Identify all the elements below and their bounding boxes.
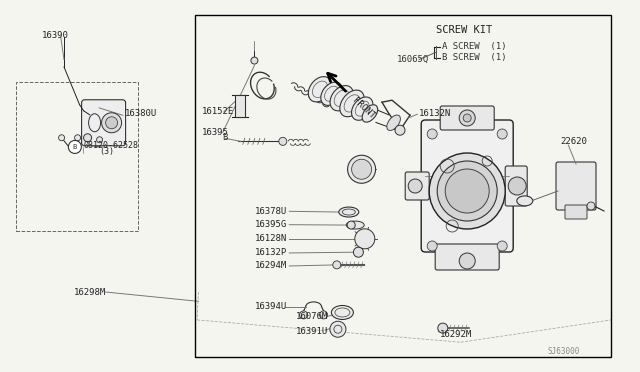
Circle shape <box>351 159 372 179</box>
FancyBboxPatch shape <box>405 172 429 200</box>
Circle shape <box>459 253 475 269</box>
Text: B SCREW  (1): B SCREW (1) <box>442 53 507 62</box>
Text: B: B <box>222 133 227 142</box>
Ellipse shape <box>340 90 364 117</box>
Circle shape <box>279 137 287 145</box>
Text: SJ63000: SJ63000 <box>547 347 580 356</box>
Text: 16391U: 16391U <box>296 327 328 336</box>
FancyBboxPatch shape <box>556 162 596 210</box>
Text: 16395: 16395 <box>202 128 228 137</box>
FancyBboxPatch shape <box>421 120 513 252</box>
FancyBboxPatch shape <box>440 106 494 130</box>
Text: (3): (3) <box>99 147 114 156</box>
FancyBboxPatch shape <box>435 244 499 270</box>
Circle shape <box>348 155 376 183</box>
Circle shape <box>395 125 405 135</box>
Text: B: B <box>73 144 77 150</box>
Text: 16076M: 16076M <box>296 312 328 321</box>
Circle shape <box>355 229 375 249</box>
Circle shape <box>445 169 489 213</box>
Text: 16394U: 16394U <box>255 302 287 311</box>
Text: 22620: 22620 <box>560 137 587 146</box>
Ellipse shape <box>308 77 332 102</box>
Circle shape <box>319 311 328 319</box>
Ellipse shape <box>321 82 342 105</box>
Text: 16298M: 16298M <box>74 288 106 296</box>
Text: 16395G: 16395G <box>255 220 287 229</box>
Text: 16390: 16390 <box>42 31 68 40</box>
Text: 16294M: 16294M <box>255 262 287 270</box>
Circle shape <box>300 311 308 319</box>
Ellipse shape <box>332 305 353 320</box>
Circle shape <box>408 179 422 193</box>
Circle shape <box>102 113 122 133</box>
Text: 16128N: 16128N <box>255 234 287 243</box>
Circle shape <box>429 153 505 229</box>
Bar <box>235 94 245 116</box>
Ellipse shape <box>351 97 373 120</box>
Circle shape <box>427 241 437 251</box>
Circle shape <box>330 321 346 337</box>
Circle shape <box>84 134 92 142</box>
Text: SCREW KIT: SCREW KIT <box>436 25 492 35</box>
Circle shape <box>459 110 475 126</box>
Bar <box>195 15 611 357</box>
Circle shape <box>68 141 81 153</box>
FancyBboxPatch shape <box>505 166 527 206</box>
Text: 16380U: 16380U <box>125 109 157 118</box>
Ellipse shape <box>387 115 401 131</box>
Circle shape <box>497 129 507 139</box>
Circle shape <box>438 323 448 333</box>
Ellipse shape <box>347 221 355 229</box>
Circle shape <box>97 137 102 143</box>
Text: 16152E: 16152E <box>202 107 234 116</box>
FancyBboxPatch shape <box>565 205 587 219</box>
Circle shape <box>463 114 471 122</box>
Text: 16378U: 16378U <box>255 207 287 216</box>
Circle shape <box>508 177 526 195</box>
Circle shape <box>106 117 118 129</box>
Circle shape <box>353 247 364 257</box>
Circle shape <box>497 241 507 251</box>
Text: FRONT: FRONT <box>351 96 376 121</box>
Circle shape <box>59 135 65 141</box>
Circle shape <box>437 161 497 221</box>
Text: 08120-62528: 08120-62528 <box>83 141 138 150</box>
Text: 16292M: 16292M <box>440 330 472 339</box>
Circle shape <box>251 57 258 64</box>
Text: A SCREW  (1): A SCREW (1) <box>442 42 507 51</box>
Text: 16132P: 16132P <box>255 248 287 257</box>
Ellipse shape <box>330 86 353 111</box>
Text: 16132N: 16132N <box>419 109 451 118</box>
Ellipse shape <box>346 221 364 229</box>
Text: 16065Q: 16065Q <box>397 55 429 64</box>
Circle shape <box>75 135 81 141</box>
Ellipse shape <box>339 207 359 217</box>
Ellipse shape <box>362 105 378 122</box>
Circle shape <box>587 202 595 210</box>
Circle shape <box>333 261 340 269</box>
FancyBboxPatch shape <box>82 100 125 146</box>
Ellipse shape <box>516 196 532 206</box>
Circle shape <box>427 129 437 139</box>
